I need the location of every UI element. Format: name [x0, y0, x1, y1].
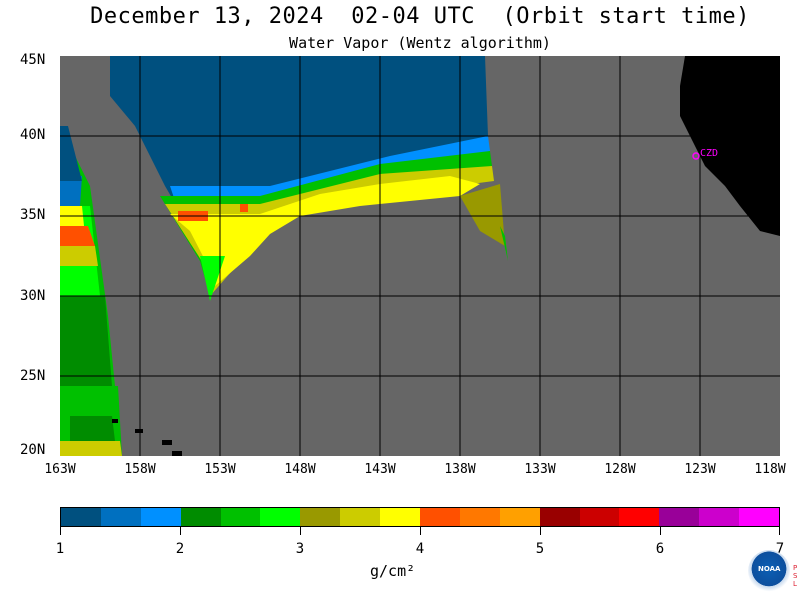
colorbar-swatch-13: [579, 508, 620, 526]
colorbar-swatch-15: [659, 508, 700, 526]
colorbar-swatch-1: [100, 508, 141, 526]
noaa-logo: [748, 550, 790, 592]
colorbar-label-4: 4: [415, 541, 425, 557]
map-subtitle: Water Vapor (Wentz algorithm): [289, 34, 551, 52]
colorbar-tick: [60, 527, 61, 535]
lon-label-133w: 133W: [524, 462, 556, 477]
colorbar-swatch-14: [619, 508, 660, 526]
hawaiian-islands: [112, 419, 182, 456]
colorbar-units: g/cm²: [370, 562, 416, 580]
colorbar-tick: [300, 527, 301, 535]
colorbar-tick: [420, 527, 421, 535]
lon-label-128w: 128W: [604, 462, 636, 477]
station-marker: CZD: [692, 148, 718, 160]
colorbar-swatch-3: [180, 508, 221, 526]
colorbar-swatch-9: [420, 508, 460, 526]
lon-label-118w: 118W: [754, 462, 786, 477]
land-mass: [680, 56, 780, 236]
central-swath: [110, 56, 508, 301]
colorbar-swatch-17: [739, 508, 780, 526]
lon-label-148w: 148W: [284, 462, 316, 477]
colorbar-tick: [660, 527, 661, 535]
colorbar-swatch-11: [499, 508, 540, 526]
colorbar-swatch-7: [340, 508, 381, 526]
water-vapor-map: CZD: [60, 56, 780, 456]
colorbar-swatch-0: [61, 508, 101, 526]
colorbar-label-2: 2: [175, 541, 185, 557]
lat-label-45n: 45N: [20, 52, 46, 68]
colorbar-swatch-4: [220, 508, 261, 526]
colorbar-swatch-5: [260, 508, 301, 526]
colorbar-tick: [540, 527, 541, 535]
lon-label-143w: 143W: [364, 462, 396, 477]
colorbar-label-6: 6: [655, 541, 665, 557]
color-scale-bar: [60, 507, 780, 527]
colorbar-label-5: 5: [535, 541, 545, 557]
left-swath: [60, 126, 122, 456]
lat-label-35n: 35N: [20, 207, 46, 223]
lon-label-153w: 153W: [204, 462, 236, 477]
graticule: [60, 56, 780, 456]
lon-label-163w: 163W: [44, 462, 76, 477]
map-canvas: CZD: [60, 56, 780, 456]
lat-label-20n: 20N: [20, 442, 46, 458]
colorbar-swatch-12: [539, 508, 580, 526]
colorbar-label-1: 1: [55, 541, 65, 557]
psl-logo-text: PSL: [793, 564, 798, 588]
colorbar-swatch-2: [140, 508, 181, 526]
map-title: December 13, 2024 02-04 UTC (Orbit start…: [90, 4, 750, 29]
station-label: CZD: [700, 148, 718, 159]
colorbar-swatch-10: [459, 508, 500, 526]
colorbar-tick: [779, 527, 780, 535]
lat-label-40n: 40N: [20, 127, 46, 143]
colorbar-swatch-16: [699, 508, 740, 526]
colorbar-label-3: 3: [295, 541, 305, 557]
colorbar-label-7: 7: [775, 541, 785, 557]
lon-label-123w: 123W: [684, 462, 716, 477]
noaa-logo-text: NOAA: [758, 565, 781, 573]
colorbar-swatch-6: [300, 508, 341, 526]
colorbar-tick: [180, 527, 181, 535]
lat-label-30n: 30N: [20, 288, 46, 304]
lon-label-138w: 138W: [444, 462, 476, 477]
lon-label-158w: 158W: [124, 462, 156, 477]
lat-label-25n: 25N: [20, 368, 46, 384]
colorbar-swatch-8: [380, 508, 421, 526]
